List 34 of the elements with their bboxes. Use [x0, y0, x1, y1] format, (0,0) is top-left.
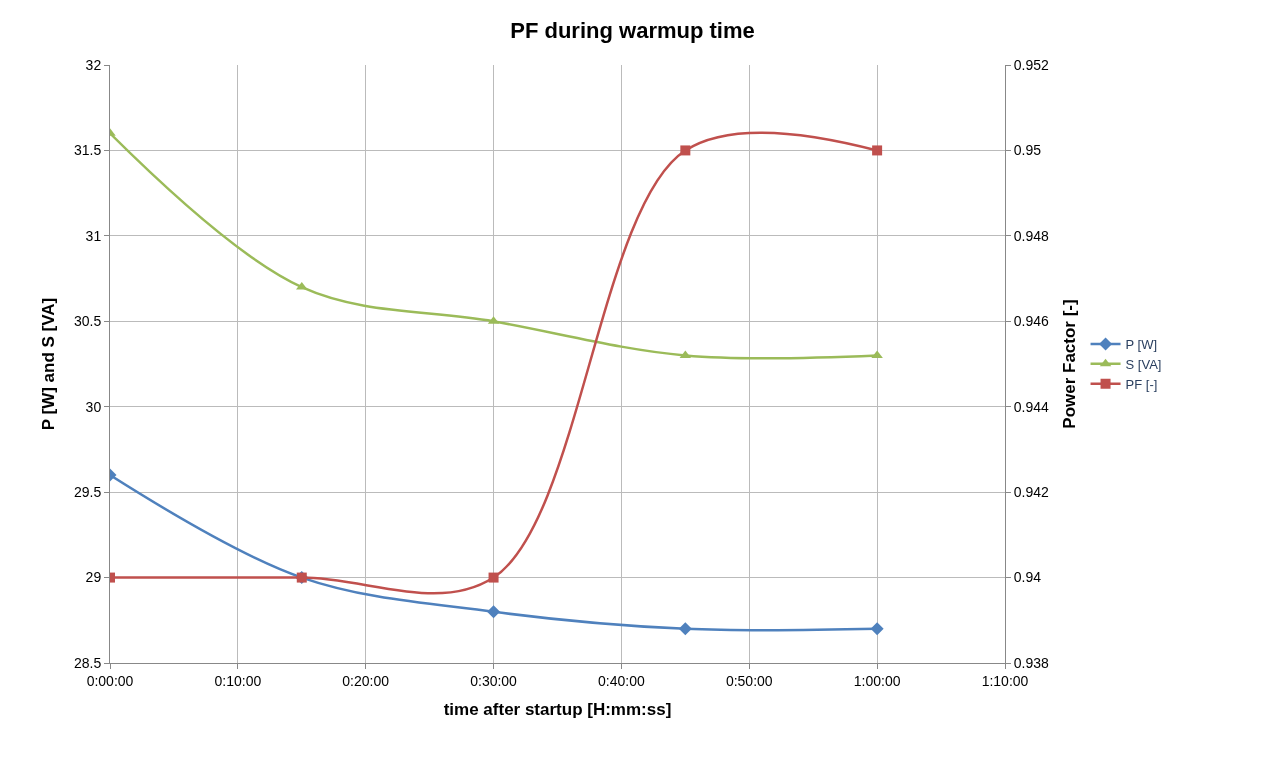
y2-tick-label: 0.948: [1013, 227, 1050, 244]
x-tick-label: 0:10:00: [214, 672, 262, 689]
x-tick-label: 0:20:00: [342, 672, 390, 689]
y2-axis-title: Power Factor [-]: [1060, 299, 1080, 429]
x-tick-label: 0:40:00: [598, 672, 645, 689]
y2-tick-label: 0.94: [1013, 569, 1042, 586]
legend-label: PF [-]: [1125, 376, 1158, 392]
y-tick-label: 29.5: [73, 484, 102, 501]
y-tick-label: 29: [85, 569, 102, 586]
point: [870, 622, 884, 636]
y-tick-label: 30.5: [73, 313, 102, 330]
chart-title: PF during warmup time: [510, 18, 755, 44]
y2-tick-label: 0.952: [1013, 56, 1050, 73]
y2-tick-label: 0.944: [1013, 398, 1050, 415]
y-tick-label: 28.5: [73, 654, 102, 671]
legend-label: P [W]: [1125, 337, 1158, 353]
y2-tick-label: 0.942: [1013, 484, 1050, 501]
legend-label: S [VA]: [1125, 356, 1162, 372]
y2-tick-label: 0.95: [1013, 142, 1042, 159]
x-axis-title: time after startup [H:mm:ss]: [443, 700, 672, 720]
x-tick-label: 1:10:00: [981, 672, 1029, 689]
y-tick-label: 32: [85, 56, 102, 73]
y2-tick-label: 0.946: [1013, 313, 1050, 330]
y-tick-label: 31: [85, 227, 102, 244]
x-tick-label: 1:00:00: [853, 672, 901, 689]
point: [678, 622, 692, 636]
x-tick-label: 0:00:00: [86, 672, 134, 689]
point: [487, 605, 501, 619]
y-tick-label: 31.5: [73, 142, 102, 159]
x-tick-label: 0:50:00: [725, 672, 773, 689]
y-axis-title: P [W] and S [VA]: [38, 297, 58, 431]
y2-tick-label: 0.938: [1013, 654, 1050, 671]
x-tick-label: 0:30:00: [470, 672, 518, 689]
y-tick-label: 30: [85, 398, 102, 415]
